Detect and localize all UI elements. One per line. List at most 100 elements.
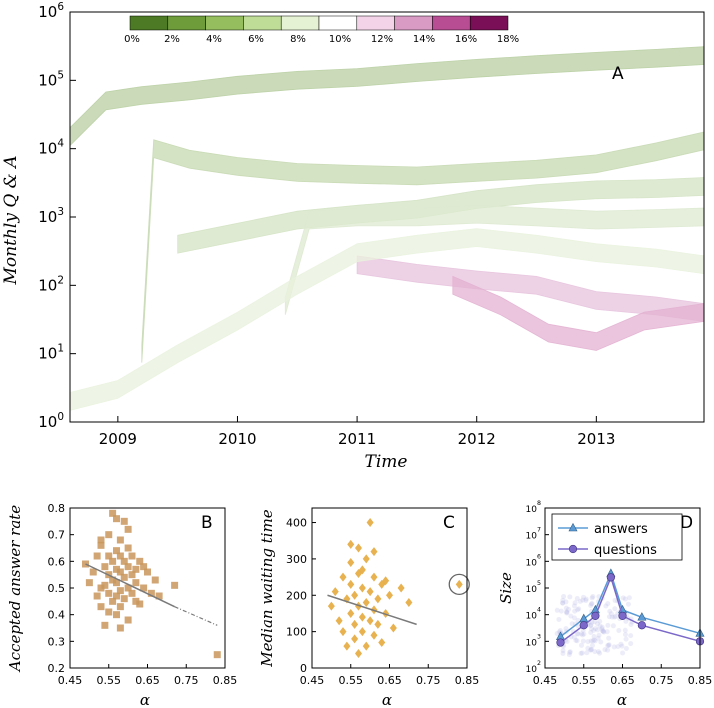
ytick-label: 0.3 xyxy=(48,635,66,648)
background-point xyxy=(608,611,614,617)
background-point xyxy=(588,630,594,636)
background-point xyxy=(605,601,611,607)
background-point xyxy=(622,627,628,633)
scatter-point xyxy=(378,638,386,648)
background-point xyxy=(590,638,596,644)
background-point xyxy=(564,609,570,615)
background-point xyxy=(612,597,618,603)
background-point xyxy=(566,652,572,658)
background-point xyxy=(580,638,586,644)
scatter-point xyxy=(116,536,124,544)
panel-d-legend: answers questions xyxy=(551,513,683,561)
legend-label-answers: answers xyxy=(594,522,648,537)
background-point xyxy=(604,629,610,635)
panel-d-xlabel: α xyxy=(617,691,627,708)
background-point xyxy=(557,627,563,633)
background-point xyxy=(610,623,616,629)
xtick-label: 0.65 xyxy=(377,674,402,687)
scatter-point xyxy=(116,552,124,560)
background-point xyxy=(615,644,621,650)
panel-c: 0.45 0.55 0.65 0.75 0.85 0 100 200 300 400 C Medi… xyxy=(258,507,479,708)
ytick-label: 0.2 xyxy=(48,662,66,675)
background-point xyxy=(588,622,594,628)
xtick-label: 0.45 xyxy=(533,674,558,687)
background-point xyxy=(563,599,569,605)
scatter-point xyxy=(347,539,355,549)
ytick-label: 108 xyxy=(526,500,541,515)
xtick-label: 0.65 xyxy=(135,674,160,687)
ytick-label: 107 xyxy=(526,527,541,542)
scatter-point xyxy=(124,544,132,552)
background-point xyxy=(588,601,594,607)
background-point xyxy=(579,632,585,638)
scatter-point xyxy=(128,552,136,560)
background-point xyxy=(595,635,601,641)
panel-b-xlabel: α xyxy=(140,691,150,708)
background-point xyxy=(564,639,570,645)
scatter-point xyxy=(101,563,109,571)
background-point xyxy=(597,623,603,629)
background-point xyxy=(560,600,566,606)
background-point xyxy=(563,609,569,615)
scatter-point xyxy=(358,612,366,622)
legend-marker xyxy=(568,544,578,554)
background-point xyxy=(571,603,577,609)
xtick-label: 0.75 xyxy=(174,674,199,687)
background-point xyxy=(589,600,595,606)
legend-label-questions: questions xyxy=(594,543,657,558)
colorbar-swatch xyxy=(243,15,282,31)
background-point xyxy=(597,650,603,656)
background-point xyxy=(605,643,611,649)
background-point xyxy=(591,627,597,633)
background-point xyxy=(606,642,612,648)
ytick-label: 300 xyxy=(286,553,307,566)
background-point xyxy=(612,613,618,619)
scatter-point xyxy=(347,608,355,618)
scatter-point xyxy=(132,597,140,605)
background-point xyxy=(609,614,615,620)
panel-c-ylabel: Median waiting time xyxy=(258,509,276,667)
ytick-label: 103 xyxy=(526,633,541,648)
background-point xyxy=(601,629,607,635)
scatter-point xyxy=(382,608,390,618)
background-point xyxy=(600,628,606,634)
background-point xyxy=(584,650,590,656)
ytick-label: 105 xyxy=(526,580,541,595)
scatter-point xyxy=(339,572,347,582)
colorbar-swatch xyxy=(394,15,433,31)
ytick-label: 102 xyxy=(526,660,541,675)
background-point xyxy=(622,631,628,637)
panel-a-areas xyxy=(69,46,705,411)
background-point xyxy=(572,600,578,606)
scatter-point xyxy=(386,590,393,600)
scatter-point xyxy=(358,627,366,637)
scatter-point xyxy=(109,557,117,565)
background-point xyxy=(620,595,626,601)
colorbar-swatch xyxy=(167,15,206,31)
panel-b-frame xyxy=(69,507,226,669)
scatter-point xyxy=(128,589,136,597)
scatter-point xyxy=(355,543,362,553)
scatter-point xyxy=(124,616,132,624)
colorbar-label: 10% xyxy=(329,34,351,45)
scatter-point xyxy=(116,587,124,595)
background-point xyxy=(628,621,634,627)
scatter-point xyxy=(374,619,382,629)
scatter-point xyxy=(351,619,359,629)
background-point xyxy=(588,647,594,653)
background-point xyxy=(622,596,628,602)
panel-a: 2009 2010 2011 2012 2013 100 101 102 103 104 105 10… xyxy=(1,1,705,472)
panel-d-letter: D xyxy=(680,513,693,533)
background-point xyxy=(588,623,594,629)
scatter-point xyxy=(93,592,101,600)
background-point xyxy=(599,624,605,630)
ytick-label: 0 xyxy=(300,662,307,675)
scatter-point xyxy=(405,598,413,608)
panel-a-ytick-label: 104 xyxy=(38,138,64,158)
scatter-point xyxy=(155,592,163,600)
background-point xyxy=(600,628,606,634)
scatter-point xyxy=(136,557,144,565)
background-point xyxy=(558,608,564,614)
background-point xyxy=(566,606,572,612)
panel-a-xtick-label: 2009 xyxy=(99,430,137,448)
